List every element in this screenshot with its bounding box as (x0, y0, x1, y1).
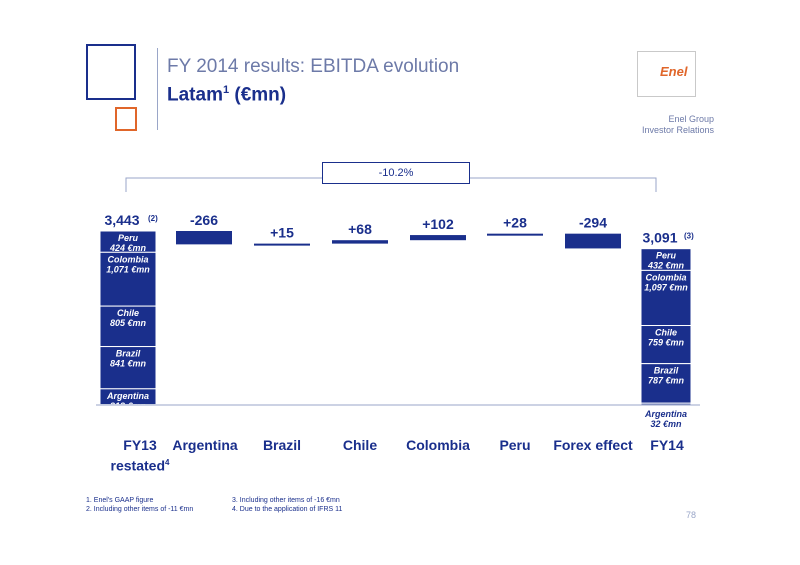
category-label-forex: Forex effect (553, 437, 633, 453)
category-fy13-text: FY13 restated (110, 437, 165, 474)
end-segment-value-peru: 432 €mn (647, 261, 685, 271)
step-label-peru: +28 (503, 215, 527, 231)
end-segment-value-argentina: 32 €mn (650, 419, 682, 429)
start-segment-value-argentina: 313 €mn (110, 401, 147, 411)
footnote-1: 1. Enel's GAAP figure (86, 497, 154, 504)
enel-logo-text: Enel (660, 64, 688, 79)
header-divider (157, 48, 158, 130)
end-segment-brazil (640, 363, 692, 404)
step-bar-argentina (176, 231, 232, 245)
category-fy13-sup: 4 (165, 458, 170, 467)
step-bar-forex-effect (565, 233, 621, 249)
end-segment-value-chile: 759 €mn (648, 338, 685, 348)
step-label-forex-effect: -294 (579, 215, 607, 231)
end-segment-name-colombia: Colombia (645, 272, 686, 282)
end-segment-name-brazil: Brazil (654, 366, 679, 376)
page-title: FY 2014 results: EBITDA evolution (167, 56, 460, 77)
subtitle-footnote-ref: 1 (222, 84, 230, 96)
start-segment-name-brazil: Brazil (116, 349, 141, 359)
start-segment-name-chile: Chile (117, 308, 139, 318)
category-label-peru: Peru (499, 437, 531, 453)
change-bracket (125, 177, 657, 192)
start-segment-value-peru: 424 €mn (109, 243, 147, 253)
step-label-brazil: +15 (270, 225, 294, 241)
start-segment-brazil (99, 346, 157, 390)
category-label-fy14: FY14 (650, 437, 684, 453)
step-label-colombia: +102 (422, 216, 454, 232)
end-segment-value-colombia: 1,097 €mn (644, 282, 688, 292)
subtitle-text: Latam (167, 84, 223, 106)
start-segment-value-brazil: 841 €mn (110, 359, 147, 369)
end-segment-colombia (640, 269, 692, 327)
end-value-label: 3,091 (642, 230, 677, 246)
ir-label: Investor Relations (641, 125, 714, 135)
start-segment-name-peru: Peru (118, 233, 139, 243)
footnote-3: 3. Including other items of -16 €mn (232, 497, 340, 504)
start-segment-name-argentina: Argentina (106, 391, 149, 401)
enel-logo (637, 51, 696, 97)
start-segment-name-colombia: Colombia (107, 254, 148, 264)
end-segment-name-chile: Chile (655, 328, 677, 338)
logo-square-small (115, 107, 137, 131)
change-percentage-box: -10.2% (322, 162, 470, 184)
footnote-4: 4. Due to the application of IFRS 11 (232, 506, 343, 513)
category-label-fy13: FY13 restated4 (100, 436, 180, 475)
category-label-argentina: Argentina (172, 437, 238, 453)
group-label: Enel Group (668, 114, 714, 124)
step-label-argentina: -266 (190, 212, 218, 228)
step-bar-colombia (410, 235, 466, 241)
end-segment-name-argentina: Argentina (644, 409, 687, 419)
step-label-chile: +68 (348, 221, 372, 237)
logo-square-large (86, 44, 136, 100)
start-segment-chile (99, 305, 157, 348)
end-segment-value-brazil: 787 €mn (648, 376, 685, 386)
category-label-chile: Chile (342, 437, 378, 453)
step-bar-brazil (254, 243, 310, 246)
footnote-2: 2. Including other items of -11 €mn (86, 506, 194, 513)
start-segment-colombia (99, 251, 157, 307)
subtitle-unit: (€mn) (229, 84, 287, 106)
end-value-sup: (3) (684, 232, 694, 241)
end-segment-chile (640, 325, 692, 365)
start-value-sup: (2) (148, 214, 158, 223)
page-number: 78 (685, 510, 696, 520)
category-label-brazil: Brazil (262, 437, 302, 453)
start-segment-value-colombia: 1,071 €mn (106, 264, 150, 274)
step-bar-peru (487, 233, 543, 236)
page-subtitle: Latam1 (€mn) (167, 84, 286, 106)
step-bar-chile (332, 240, 388, 244)
start-value-label: 3,443 (104, 212, 139, 228)
end-segment-name-peru: Peru (656, 251, 677, 261)
category-label-colombia: Colombia (406, 437, 470, 453)
start-segment-value-chile: 805 €mn (110, 318, 147, 328)
